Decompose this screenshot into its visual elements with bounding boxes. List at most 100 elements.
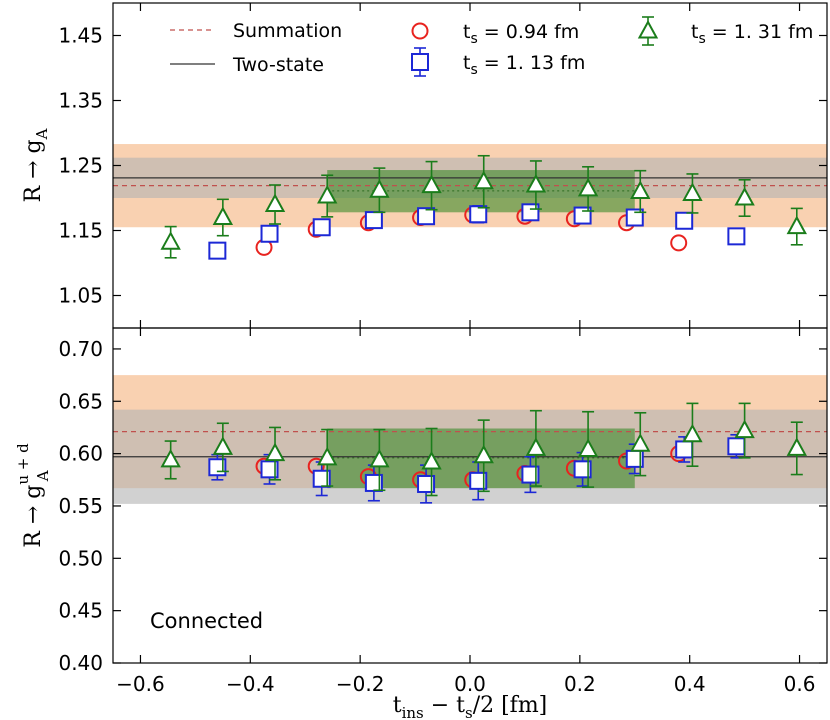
data-point-square [625, 208, 644, 227]
data-point-square [417, 474, 436, 493]
legend-ts-sub: s [470, 62, 477, 78]
legend-ts-sub: s [698, 31, 705, 47]
data-point-triangle [786, 437, 807, 456]
data-point-square [260, 460, 279, 479]
legend-ts-t: t [691, 21, 698, 43]
data-point-square [469, 471, 488, 490]
data-point-square [727, 227, 746, 246]
y-axis-label-sub: A [34, 470, 52, 482]
y-tick-label: 0.45 [58, 599, 103, 623]
data-point-triangle [473, 170, 494, 190]
series-triangle [160, 402, 807, 497]
data-point-square [521, 465, 540, 484]
x-tick-label: −0.6 [116, 672, 165, 696]
data-point-triangle [682, 423, 703, 443]
x-tick-label: −0.2 [336, 672, 385, 696]
x-axis-label: tins − ts/2 [fm] [393, 693, 548, 720]
data-point-triangle [212, 206, 234, 225]
data-point-triangle [212, 436, 234, 455]
x-axis-label-part: /2 [fm] [473, 693, 548, 718]
data-point-triangle [630, 433, 651, 452]
data-point-triangle [369, 179, 390, 198]
legend-marker-square [411, 53, 429, 71]
data-point-triangle [682, 182, 703, 201]
data-point-triangle [525, 437, 547, 456]
y-tick-label: 0.50 [58, 546, 103, 570]
x-axis-label-part: − t [424, 693, 465, 718]
data-point-square [260, 224, 279, 243]
y-tick-label: 1.05 [58, 284, 103, 308]
y-tick-label: 1.35 [58, 89, 103, 113]
bottom-panel: 0.40 0.45 0.50 0.55 0.60 0.65 0.70 −0.6 −0.4 −0.2… [14, 327, 828, 720]
y-tick-label: 0.40 [58, 651, 103, 675]
y-axis-label-main: R → g [21, 139, 46, 202]
data-point-triangle [264, 193, 286, 212]
series-triangle [160, 154, 807, 259]
legend-ts-eq: = 1. 13 fm [478, 52, 586, 74]
data-point-square [417, 207, 436, 226]
plot-area [113, 375, 827, 504]
data-point-square [208, 241, 227, 260]
data-point-triangle [734, 186, 755, 206]
legend-marker-circle [411, 22, 429, 40]
data-point-square [573, 460, 592, 479]
data-point-square [469, 205, 488, 224]
data-point-triangle [630, 180, 651, 199]
legend-ts-sub: s [470, 31, 477, 47]
data-point-triangle [473, 444, 494, 464]
data-point-square [727, 437, 746, 456]
data-point-triangle [734, 419, 755, 439]
x-axis-label-sub: s [465, 704, 473, 720]
y-tick-label: 0.55 [58, 494, 103, 518]
data-point-triangle [317, 184, 338, 204]
data-point-triangle [317, 446, 338, 466]
data-point-triangle [577, 438, 599, 457]
data-point-square [364, 211, 383, 230]
y-tick-label: 0.70 [58, 337, 103, 361]
x-tick-label: 0.0 [454, 672, 486, 696]
data-point-square [312, 218, 331, 237]
x-axis-label-part: t [393, 693, 402, 718]
legend-ts-t: t [463, 52, 470, 74]
data-point-triangle [160, 448, 181, 468]
top-panel: 1.05 1.15 1.25 1.35 1.45 R → gA [21, 2, 828, 329]
legend-summation-label: Summation [233, 20, 342, 42]
data-point-triangle [264, 442, 286, 462]
data-point-triangle [421, 450, 442, 470]
data-point-triangle [577, 177, 599, 197]
legend-ts-label: ts = 1. 13 fm [463, 52, 585, 78]
y-tick-label: 1.45 [58, 24, 103, 48]
data-point-triangle [786, 215, 807, 235]
x-tick-label: 0.6 [784, 672, 816, 696]
legend-marker-triangle [637, 19, 659, 39]
legend-ts-label: ts = 1. 31 fm [691, 21, 813, 47]
y-tick-label: 0.60 [58, 442, 103, 466]
y-tick-label: 0.65 [58, 389, 103, 413]
data-point-triangle [369, 448, 390, 468]
y-axis-label-main: R → g [21, 485, 46, 548]
data-point-circle [670, 234, 688, 252]
y-tick-label: 1.15 [58, 219, 103, 243]
x-tick-label: −0.4 [226, 672, 275, 696]
data-point-square [675, 440, 694, 459]
y-tick-label: 1.25 [58, 154, 103, 178]
y-axis-label: R → gA [21, 128, 51, 202]
annotation-connected: Connected [150, 609, 263, 633]
legend-ts-eq: = 1. 31 fm [706, 21, 814, 43]
data-point-triangle [160, 231, 181, 250]
data-point-triangle [525, 173, 547, 193]
data-point-square [675, 211, 694, 230]
legend-ts-label: ts = 0.94 fm [463, 21, 579, 47]
legend-ts-eq: = 0.94 fm [478, 21, 580, 43]
legend-ts-t: t [463, 21, 470, 43]
y-axis-label-sub: A [33, 128, 51, 140]
x-tick-label: 0.2 [564, 672, 596, 696]
x-axis-label-sub: ins [402, 704, 424, 720]
plot-area [113, 144, 827, 260]
data-point-triangle [421, 174, 442, 194]
legend-two-state-label: Two-state [232, 54, 324, 76]
x-tick-label: 0.4 [674, 672, 706, 696]
